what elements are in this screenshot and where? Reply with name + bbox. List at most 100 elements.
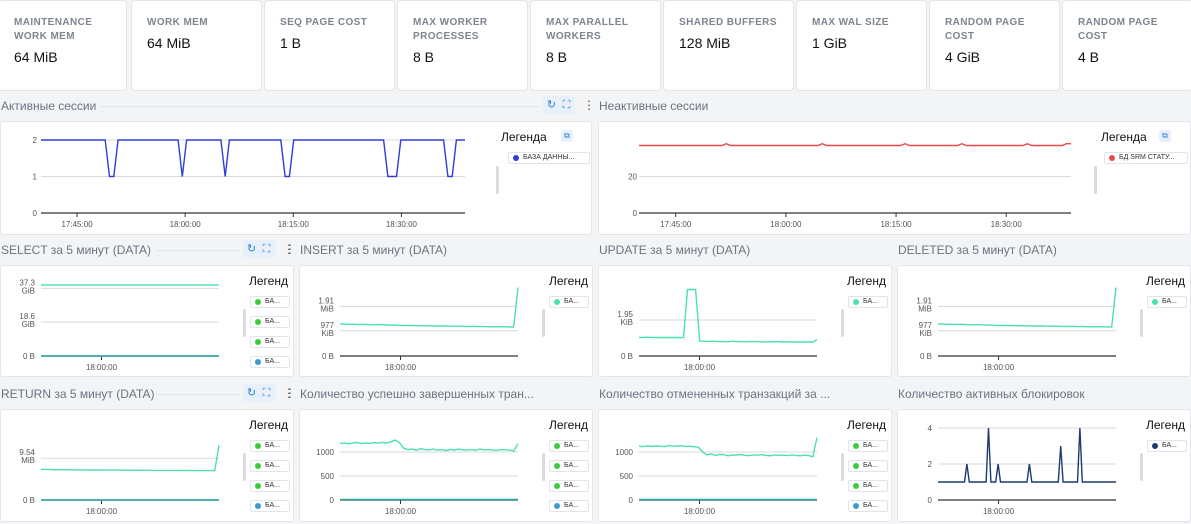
- x-tick-label: 18:00:00: [170, 220, 202, 229]
- y-tick-label: 0 B: [621, 352, 633, 361]
- panel-title: Неактивные сессии: [599, 99, 709, 113]
- legend-label: БА...: [265, 298, 280, 305]
- legend-label: БА...: [564, 482, 579, 489]
- legend-item[interactable]: БАЗА ДАННЫ...: [508, 152, 590, 164]
- legend-item[interactable]: БА...: [549, 440, 589, 452]
- legend-item[interactable]: БА...: [250, 296, 290, 308]
- line-chart: 0 2 4 18:00:00: [928, 424, 1116, 516]
- y-tick-label: 4: [928, 424, 933, 433]
- legend-item[interactable]: БА...: [848, 440, 888, 452]
- legend-item[interactable]: БА...: [250, 336, 290, 348]
- legend-item[interactable]: БА...: [549, 460, 589, 472]
- series-line: [41, 444, 220, 472]
- x-tick-label: 18:00:00: [86, 507, 118, 516]
- legend-dot-icon: [255, 359, 261, 365]
- legend-scrollbar[interactable]: [542, 453, 545, 481]
- legend-scrollbar[interactable]: [542, 309, 545, 337]
- legend-item[interactable]: БА...: [1147, 296, 1187, 308]
- legend-item[interactable]: БА...: [848, 500, 888, 512]
- copy-icon[interactable]: ⧉: [561, 130, 573, 142]
- title-divider: [101, 106, 539, 107]
- legend-item[interactable]: БА...: [250, 356, 290, 368]
- x-tick-label: 18:00:00: [385, 507, 417, 516]
- legend-label: БА...: [564, 298, 579, 305]
- legend-dot-icon: [853, 483, 859, 489]
- more-menu-icon[interactable]: ⋮: [283, 386, 295, 400]
- y-tick-label: 1000: [615, 448, 633, 457]
- x-tick-label: 18:30:00: [991, 220, 1023, 229]
- legend-scrollbar[interactable]: [243, 453, 246, 481]
- legend-scrollbar[interactable]: [1140, 309, 1143, 337]
- y-tick-label: 1.91: [318, 296, 334, 305]
- legend-item[interactable]: БА...: [549, 480, 589, 492]
- legend-label: БА...: [564, 462, 579, 469]
- legend-label: БА...: [265, 462, 280, 469]
- legend-item[interactable]: БА...: [848, 480, 888, 492]
- legend-item[interactable]: БА...: [250, 316, 290, 328]
- legend-scrollbar[interactable]: [841, 453, 844, 481]
- legend-scrollbar[interactable]: [841, 309, 844, 337]
- legend-item[interactable]: БА...: [549, 500, 589, 512]
- x-tick-label: 18:00:00: [684, 363, 716, 372]
- stat-card: WORK MEM 64 MiB: [131, 0, 262, 91]
- legend-scrollbar[interactable]: [1094, 166, 1097, 194]
- legend-dot-icon: [255, 503, 261, 509]
- series-line: [41, 139, 465, 178]
- stat-value: 4 B: [1078, 49, 1100, 65]
- refresh-icon[interactable]: ↻: [546, 99, 557, 111]
- legend-scrollbar[interactable]: [496, 166, 499, 194]
- fullscreen-icon[interactable]: ⛶: [262, 243, 271, 255]
- chart-panel: Легенд БА... 0 B 977 KiB 1.91 MiB 18:00:00: [897, 265, 1191, 377]
- y-tick-unit: GiB: [22, 286, 35, 295]
- chart-panel: Легенд БА... 0 2 4 18:00:00: [897, 409, 1191, 522]
- copy-icon[interactable]: ⧉: [1159, 130, 1171, 142]
- y-tick-label: 1.91: [916, 296, 932, 305]
- stat-label: SEQ PAGE COST: [280, 17, 368, 28]
- legend-scrollbar[interactable]: [1140, 453, 1143, 481]
- legend-item[interactable]: БА...: [1147, 440, 1187, 452]
- fullscreen-icon[interactable]: ⛶: [562, 99, 571, 111]
- legend-scrollbar[interactable]: [243, 309, 246, 337]
- y-tick-label: 20: [628, 173, 637, 182]
- more-menu-icon[interactable]: ⋮: [283, 242, 295, 256]
- legend-item[interactable]: БД SRM СТАТУ...: [1104, 152, 1188, 164]
- fullscreen-icon[interactable]: ⛶: [262, 387, 271, 399]
- y-tick-label: 0 B: [322, 352, 334, 361]
- chart-panel: Легенд БА... 0 B 977 KiB 1.91 MiB 18:00:00: [299, 265, 593, 377]
- legend-title: Легенд: [549, 418, 588, 432]
- legend-label: БА...: [265, 338, 280, 345]
- legend-item[interactable]: БА...: [250, 440, 290, 452]
- legend-item[interactable]: БА...: [848, 460, 888, 472]
- legend-dot-icon: [255, 443, 261, 449]
- chart-panel: Легенд БА... БА... БА... БА... 0 B 18.6 GiB 37.3…: [0, 265, 294, 377]
- panel-toolbar: ↻⛶: [243, 384, 275, 402]
- stat-label: MAX WORKER PROCESSES: [413, 17, 488, 42]
- chart-panel: Легенда ⧉ БД SRM СТАТУ... 0 20 17:45:00 18:00:…: [598, 121, 1191, 235]
- x-tick-label: 18:15:00: [880, 220, 912, 229]
- y-tick-unit: KiB: [621, 318, 633, 327]
- legend-label: БА...: [863, 462, 878, 469]
- y-tick-unit: GiB: [22, 320, 35, 329]
- stat-value: 64 MiB: [147, 35, 191, 51]
- legend-label: БА...: [265, 318, 280, 325]
- y-tick-label: 0: [33, 209, 38, 218]
- legend-item[interactable]: БА...: [848, 296, 888, 308]
- refresh-icon[interactable]: ↻: [246, 387, 257, 399]
- x-tick-label: 18:00:00: [983, 507, 1015, 516]
- y-tick-label: 0: [928, 496, 933, 505]
- y-tick-label: 0: [629, 496, 634, 505]
- stat-card: SHARED BUFFERS 128 MiB: [663, 0, 794, 91]
- legend-item[interactable]: БА...: [250, 460, 290, 472]
- y-tick-unit: KiB: [322, 329, 334, 338]
- legend-item[interactable]: БА...: [250, 500, 290, 512]
- refresh-icon[interactable]: ↻: [246, 243, 257, 255]
- series-line: [339, 439, 519, 452]
- more-menu-icon[interactable]: ⋮: [583, 98, 595, 112]
- title-divider: [237, 250, 239, 251]
- y-tick-label: 2: [33, 136, 38, 145]
- legend-item[interactable]: БА...: [250, 480, 290, 492]
- legend-item[interactable]: БА...: [549, 296, 589, 308]
